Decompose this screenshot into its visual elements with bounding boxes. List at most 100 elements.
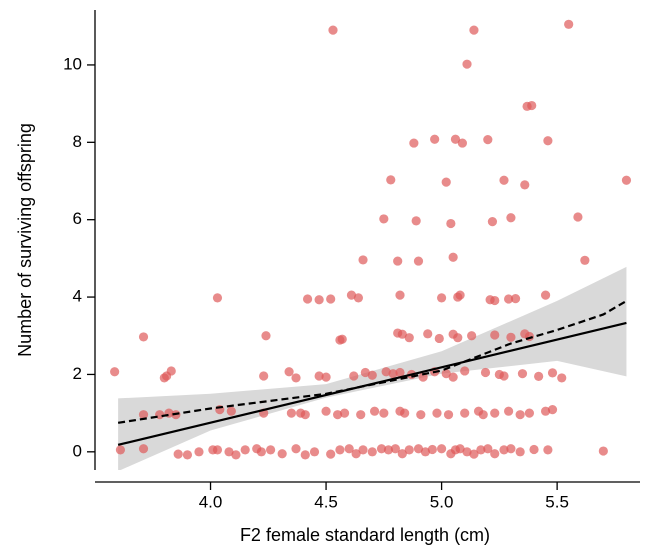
confidence-band — [118, 266, 627, 470]
data-point — [441, 369, 451, 379]
data-point — [326, 294, 336, 304]
data-point — [436, 444, 447, 454]
data-point — [286, 408, 297, 418]
y-tick-label: 0 — [73, 441, 82, 460]
data-point — [291, 444, 301, 454]
data-point — [413, 256, 424, 266]
data-point — [515, 447, 525, 457]
data-point — [393, 256, 403, 266]
data-point — [621, 175, 632, 185]
data-point — [506, 213, 516, 223]
data-point — [333, 410, 343, 420]
data-point — [404, 445, 414, 455]
data-point — [436, 293, 447, 303]
y-tick-label: 10 — [63, 54, 82, 73]
data-point — [395, 290, 405, 300]
data-point — [115, 445, 126, 455]
data-point — [138, 410, 149, 420]
data-point — [517, 369, 528, 379]
x-axis-label: F2 female standard length (cm) — [240, 525, 490, 545]
data-point — [328, 25, 338, 35]
data-point — [256, 447, 266, 457]
data-point — [443, 410, 454, 420]
data-point — [515, 410, 525, 420]
data-point — [499, 175, 509, 185]
data-point — [413, 444, 424, 454]
data-point — [434, 333, 444, 344]
data-point — [476, 445, 486, 455]
data-point — [448, 252, 458, 262]
data-point — [427, 444, 437, 455]
data-point — [598, 446, 608, 456]
data-point — [423, 329, 433, 339]
data-point — [540, 290, 551, 300]
data-point — [379, 214, 389, 224]
data-point — [351, 449, 361, 459]
data-point — [300, 450, 310, 460]
data-point — [284, 367, 294, 377]
data-point — [540, 406, 551, 416]
data-point — [212, 445, 223, 455]
y-tick-label: 8 — [73, 132, 82, 151]
data-point — [490, 330, 500, 340]
data-point — [321, 372, 331, 382]
data-point — [547, 368, 558, 378]
data-point — [478, 410, 488, 420]
data-point — [291, 373, 301, 383]
data-point — [224, 447, 234, 457]
data-point — [455, 290, 465, 300]
data-point — [173, 449, 183, 459]
data-point — [266, 445, 276, 455]
data-point — [395, 367, 405, 378]
data-point — [369, 406, 380, 416]
data-point — [506, 444, 516, 454]
x-tick-label: 5.5 — [545, 492, 569, 511]
x-tick-label: 4.5 — [314, 492, 338, 511]
data-point — [499, 371, 509, 381]
data-point — [335, 445, 345, 455]
data-point — [543, 445, 553, 455]
data-point — [138, 332, 149, 342]
data-point — [506, 332, 516, 342]
data-point — [349, 371, 359, 381]
data-point — [467, 331, 477, 341]
data-point — [240, 445, 250, 455]
data-point — [462, 59, 472, 69]
data-point — [529, 444, 539, 455]
data-point — [302, 294, 313, 304]
data-point — [420, 447, 431, 457]
data-point — [390, 444, 400, 454]
data-point — [432, 408, 442, 418]
data-point — [226, 406, 236, 416]
data-point — [400, 408, 410, 418]
data-point — [483, 444, 493, 454]
data-point — [453, 333, 463, 343]
data-point — [381, 367, 391, 377]
data-point — [510, 294, 521, 304]
data-point — [524, 408, 535, 418]
data-point — [450, 134, 461, 144]
data-point — [339, 408, 350, 418]
data-point — [480, 367, 491, 378]
data-point — [524, 331, 535, 342]
smooth-line — [117, 299, 628, 424]
data-point — [580, 255, 590, 265]
data-point — [376, 444, 387, 454]
data-point — [457, 138, 467, 148]
data-point — [194, 447, 204, 457]
data-point — [110, 367, 120, 377]
data-point — [490, 295, 500, 306]
data-point — [388, 369, 398, 379]
data-point — [231, 450, 241, 460]
fit-line — [117, 321, 627, 446]
data-point — [460, 366, 470, 376]
y-tick-label: 6 — [73, 209, 82, 228]
data-point — [404, 333, 414, 343]
data-point — [314, 295, 324, 305]
data-point — [504, 294, 514, 304]
data-point — [527, 100, 537, 111]
data-point — [259, 371, 269, 381]
data-point — [504, 406, 514, 416]
data-point — [543, 136, 553, 146]
